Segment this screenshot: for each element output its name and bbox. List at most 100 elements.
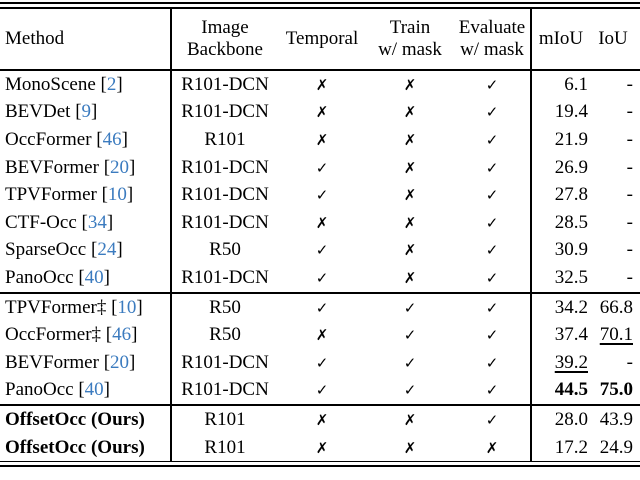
- miou-value: 21.9: [554, 128, 588, 150]
- cross-icon: ✗: [315, 410, 329, 429]
- cross-icon: ✗: [403, 130, 417, 149]
- check-icon: ✓: [403, 381, 417, 400]
- method-cell: OccFormer‡ [46]: [0, 321, 172, 349]
- check-icon: ✓: [454, 236, 532, 265]
- citation-link[interactable]: 10: [117, 296, 137, 318]
- check-icon: ✓: [454, 406, 532, 434]
- check-icon: ✓: [454, 293, 532, 322]
- check-icon: ✓: [454, 376, 532, 405]
- method-name: CTF-Occ: [5, 211, 77, 233]
- citation-link[interactable]: 20: [110, 156, 130, 178]
- miou-value: 6.1: [564, 73, 588, 95]
- miou-value-cell: 17.2: [532, 437, 590, 459]
- miou-value: 26.9: [554, 156, 588, 178]
- iou-value-cell: -: [590, 212, 640, 234]
- header-evaluate-w-mask: Evaluate w/ mask: [454, 9, 532, 69]
- iou-value: -: [626, 266, 633, 288]
- citation-link[interactable]: 40: [84, 379, 104, 401]
- miou-value-cell: 27.8: [532, 184, 590, 206]
- iou-value-cell: -: [590, 184, 640, 206]
- method-name: OffsetOcc (Ours): [5, 408, 145, 430]
- miou-value-cell: 28.0: [532, 409, 590, 431]
- citation-link[interactable]: 10: [107, 184, 127, 206]
- cross-icon: ✗: [315, 213, 329, 232]
- table-row: TPVFormer‡ [10] R50 ✓ ✓ ✓ 34.2 66.8: [0, 293, 640, 322]
- miou-value: 30.9: [554, 239, 588, 261]
- method-cell: BEVDet [9]: [0, 98, 172, 127]
- cross-icon: ✗: [403, 158, 417, 177]
- check-icon: ✓: [454, 208, 532, 237]
- miou-value-cell: 21.9: [532, 129, 590, 151]
- iou-value: -: [626, 351, 633, 373]
- citation-link[interactable]: 9: [81, 101, 92, 123]
- method-cell: OffsetOcc (Ours): [0, 406, 172, 434]
- citation-link[interactable]: 46: [112, 324, 132, 346]
- citation-link[interactable]: 46: [102, 128, 122, 150]
- table-row: OffsetOcc (Ours) R101 ✗ ✗ ✓ 28.0 43.9: [0, 406, 640, 434]
- citation-link[interactable]: 24: [97, 239, 117, 261]
- check-icon: ✓: [454, 264, 532, 292]
- citation-link[interactable]: 40: [84, 266, 104, 288]
- method-name: OccFormer‡: [5, 324, 102, 346]
- iou-value: -: [626, 128, 633, 150]
- header-temporal-label: Temporal: [285, 28, 359, 50]
- check-icon: ✓: [454, 71, 532, 99]
- miou-value: 44.5: [554, 379, 588, 401]
- header-temporal: Temporal: [278, 28, 366, 50]
- miou-value-cell: 6.1: [532, 74, 590, 96]
- iou-value-cell: 66.8: [590, 297, 640, 319]
- section-separator-rule-1: [0, 291, 640, 294]
- miou-value: 34.2: [554, 296, 588, 318]
- iou-value-cell: -: [590, 129, 640, 151]
- backbone-cell: R101-DCN: [181, 266, 269, 288]
- citation-link[interactable]: 20: [110, 351, 130, 373]
- table-row: MonoScene [2] R101-DCN ✗ ✗ ✓ 6.1 -: [0, 71, 640, 99]
- header-train-line2: w/ mask: [378, 39, 442, 60]
- method-name: BEVDet: [5, 101, 71, 123]
- method-name: MonoScene: [5, 73, 96, 95]
- cross-icon: ✗: [315, 438, 329, 457]
- citation-link[interactable]: 2: [106, 73, 117, 95]
- cross-icon: ✗: [403, 410, 417, 429]
- header-evaluate-line1: Evaluate: [458, 17, 526, 39]
- table-row: BEVFormer [20] R101-DCN ✓ ✓ ✓ 39.2 -: [0, 348, 640, 377]
- table-row: OffsetOcc (Ours) R101 ✗ ✗ ✗ 17.2 24.9: [0, 433, 640, 462]
- header-train-line1: Train: [389, 17, 431, 39]
- table-row: SparseOcc [24] R50 ✓ ✗ ✓ 30.9 -: [0, 236, 640, 265]
- method-name: PanoOcc: [5, 379, 74, 401]
- iou-value-cell: 43.9: [590, 409, 640, 431]
- backbone-cell: R101-DCN: [181, 379, 269, 401]
- citation-link[interactable]: 34: [87, 211, 107, 233]
- section-baseline-methods: MonoScene [2] R101-DCN ✗ ✗ ✓ 6.1 - BEVDet [9] R1…: [0, 71, 640, 292]
- method-cell: TPVFormer [10]: [0, 181, 172, 209]
- iou-value: 66.8: [599, 296, 633, 318]
- method-cell: SparseOcc [24]: [0, 236, 172, 265]
- cross-icon: ✗: [315, 130, 329, 149]
- method-cell: MonoScene [2]: [0, 71, 172, 99]
- method-name: OccFormer: [5, 128, 92, 150]
- cross-icon: ✗: [403, 268, 417, 287]
- miou-value: 19.4: [554, 101, 588, 123]
- miou-value-cell: 19.4: [532, 101, 590, 123]
- iou-value-cell: -: [590, 267, 640, 289]
- header-method-label: Method: [5, 28, 65, 50]
- backbone-cell: R50: [209, 324, 241, 346]
- header-train-w-mask: Train w/ mask: [366, 17, 454, 61]
- method-cell: BEVFormer [20]: [0, 348, 172, 377]
- check-icon: ✓: [315, 381, 329, 400]
- backbone-cell: R101-DCN: [181, 101, 269, 123]
- check-icon: ✓: [454, 321, 532, 349]
- iou-value: -: [626, 211, 633, 233]
- method-cell: BEVFormer [20]: [0, 153, 172, 182]
- header-evaluate-lines: Evaluate w/ mask: [459, 17, 525, 61]
- iou-value-cell: -: [590, 239, 640, 261]
- method-cell: OffsetOcc (Ours): [0, 433, 172, 462]
- cross-icon: ✗: [403, 75, 417, 94]
- backbone-cell: R50: [209, 296, 241, 318]
- header-iou-label: IoU: [598, 28, 628, 50]
- table-header: Method Image Backbone Temporal Train w/ …: [0, 9, 640, 69]
- backbone-cell: R101-DCN: [181, 156, 269, 178]
- backbone-cell: R101: [204, 408, 246, 430]
- header-miou: mIoU: [532, 28, 590, 50]
- miou-value: 28.0: [554, 408, 588, 430]
